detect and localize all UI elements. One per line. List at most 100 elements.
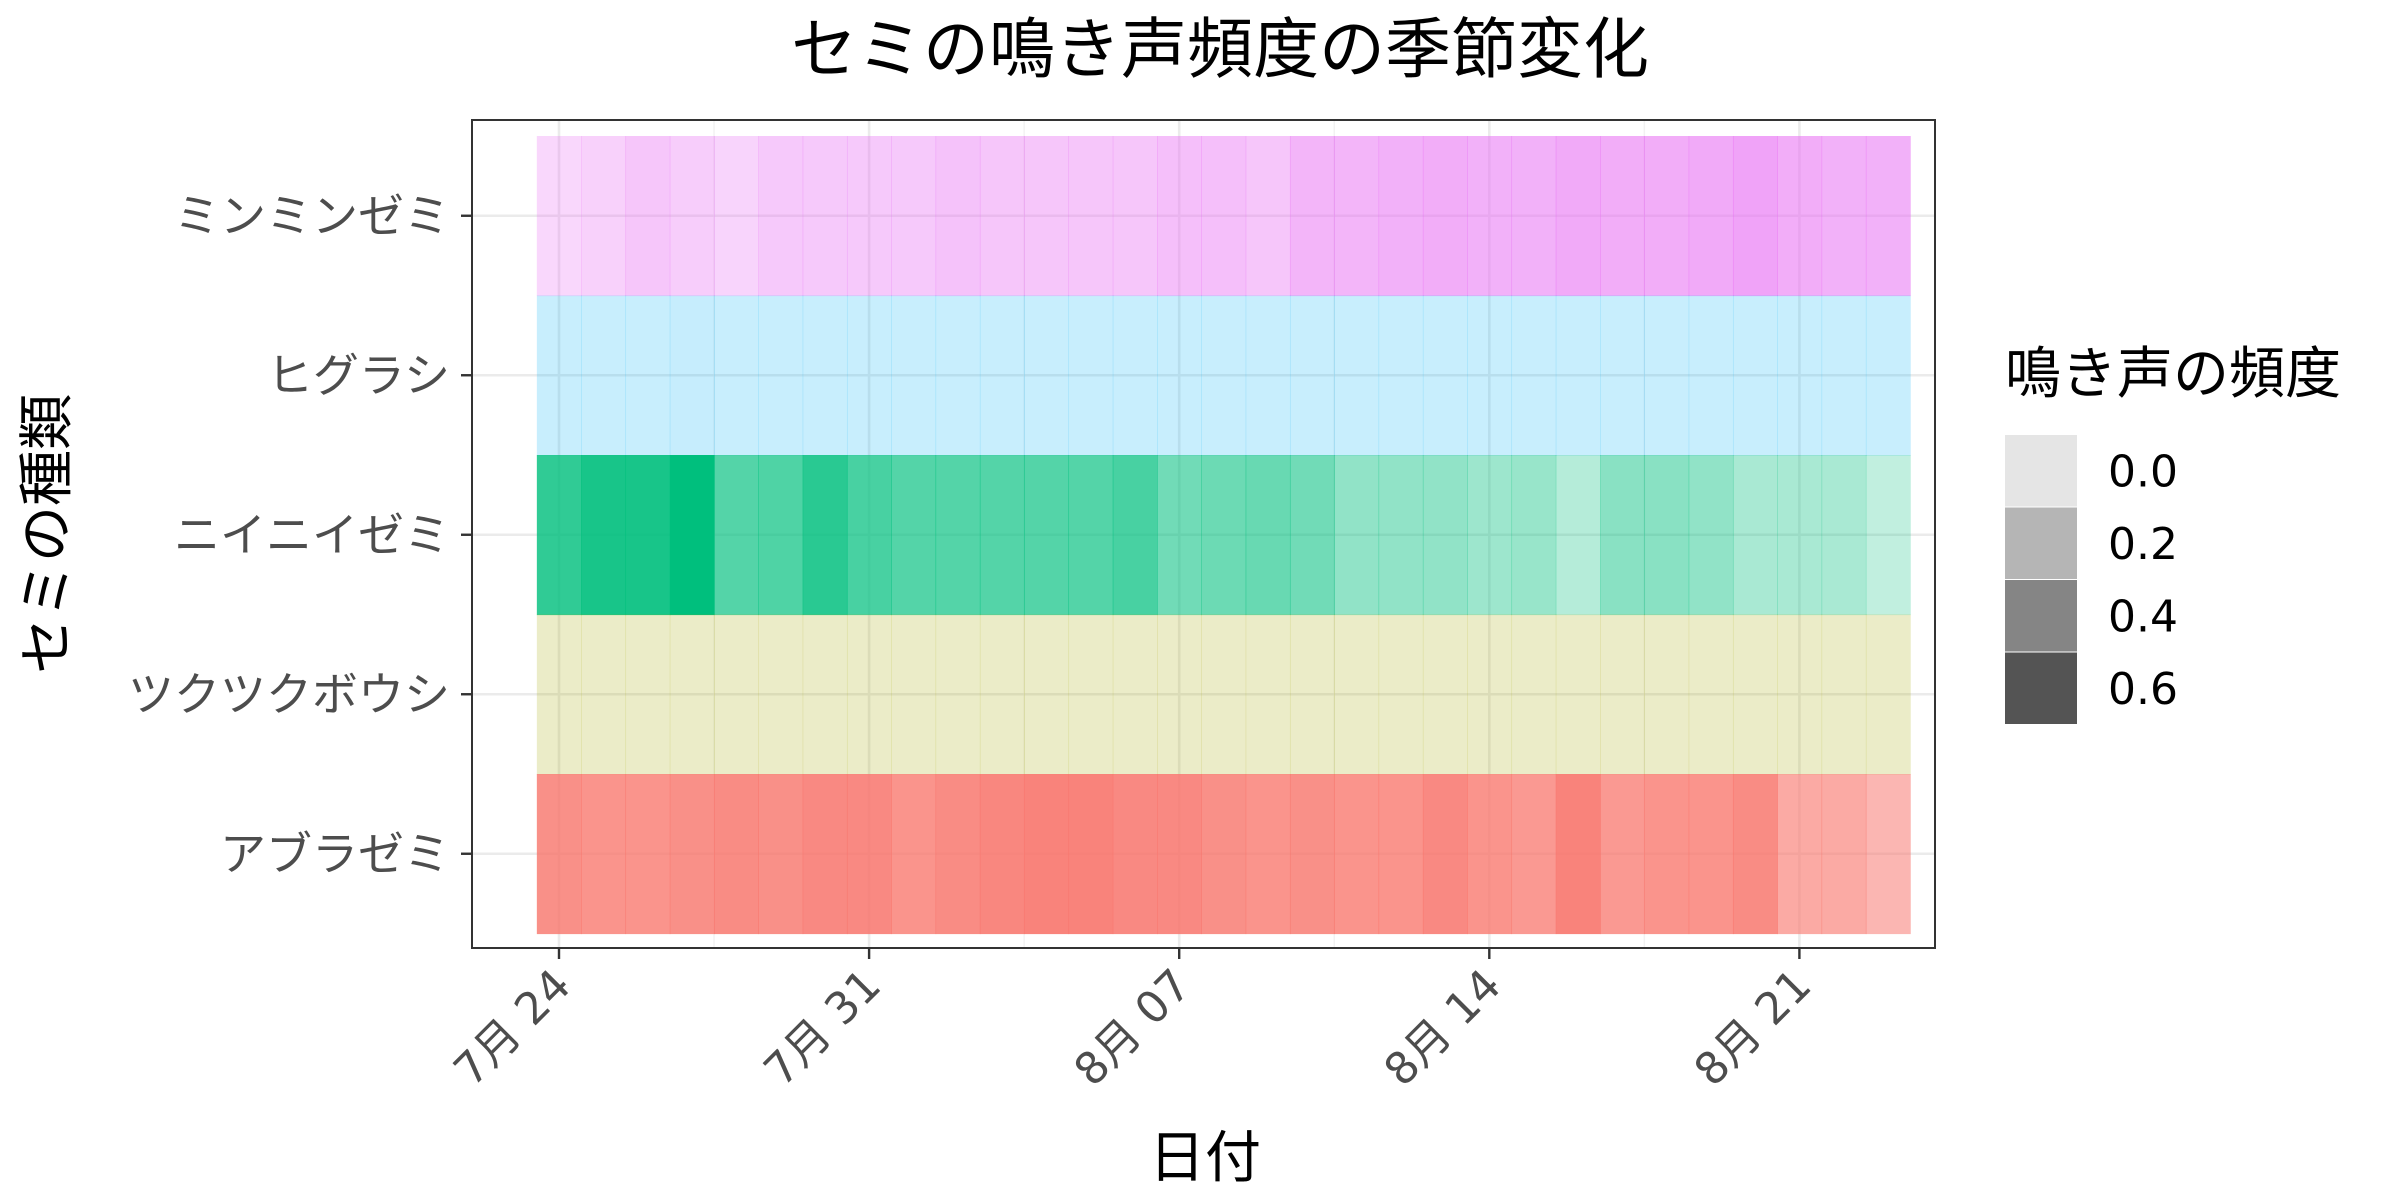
x-tick-label: 8月 21: [1685, 960, 1821, 1096]
heatmap-tile: [1068, 136, 1114, 297]
heatmap-tile: [1157, 136, 1202, 297]
heatmap-tile: [1865, 136, 1911, 297]
heatmap-tile: [891, 455, 937, 616]
heatmap-tile: [1644, 455, 1690, 616]
heatmap-tile: [1865, 614, 1911, 775]
heatmap-tile: [802, 614, 848, 775]
heatmap-tile: [935, 774, 981, 935]
heatmap-tile: [979, 614, 1025, 775]
heatmap-tile: [714, 455, 759, 616]
heatmap-tile: [1289, 455, 1335, 616]
heatmap-tile: [846, 774, 892, 935]
heatmap-tile: [1600, 455, 1645, 616]
heatmap-tile: [1201, 774, 1247, 935]
legend-key: [2005, 435, 2077, 507]
heatmap-tile: [625, 774, 671, 935]
y-tick-label: アブラゼミ: [220, 827, 450, 881]
heatmap-tile: [891, 614, 937, 775]
heatmap-tile: [1112, 136, 1158, 297]
heatmap-tile: [758, 455, 804, 616]
heatmap-tile: [669, 136, 715, 297]
heatmap-tile: [935, 136, 981, 297]
legend-label: 0.2: [2108, 519, 2178, 570]
heatmap-tile: [1777, 614, 1823, 775]
heatmap-tile: [846, 455, 892, 616]
heatmap-tile: [802, 774, 848, 935]
y-tick-label: ミンミンゼミ: [174, 189, 450, 243]
heatmap-tile: [1688, 614, 1734, 775]
heatmap-tile: [891, 136, 937, 297]
heatmap-tile: [1644, 136, 1690, 297]
heatmap-tile: [625, 136, 671, 297]
heatmap-tile: [1555, 295, 1601, 456]
heatmap-tile: [1644, 774, 1690, 935]
heatmap-tile: [1378, 136, 1424, 297]
heatmap-tile: [1422, 136, 1468, 297]
heatmap-tile: [1600, 614, 1645, 775]
heatmap-tile: [1068, 455, 1114, 616]
heatmap-tile: [846, 295, 892, 456]
heatmap-tile: [1467, 614, 1513, 775]
heatmap-tile: [1555, 455, 1601, 616]
heatmap-tile: [1688, 136, 1734, 297]
heatmap-tile: [1201, 455, 1247, 616]
heatmap-tile: [1821, 295, 1867, 456]
heatmap-tile: [1422, 455, 1468, 616]
heatmap-tile: [1422, 295, 1468, 456]
heatmap-tile: [1732, 136, 1778, 297]
heatmap-tile: [1732, 455, 1778, 616]
heatmap-tile: [1865, 455, 1911, 616]
heatmap-tile: [581, 774, 627, 935]
heatmap-tile: [1289, 614, 1335, 775]
legend-key: [2005, 580, 2077, 652]
heatmap-tile: [1334, 774, 1380, 935]
heatmap-tile: [1201, 614, 1247, 775]
heatmap-tile: [1245, 455, 1291, 616]
heatmap-tile: [669, 295, 715, 456]
heatmap-tile: [1865, 295, 1911, 456]
heatmap-tile: [1555, 774, 1601, 935]
legend-label: 0.4: [2108, 591, 2178, 642]
legend-key-bg: [2005, 435, 2077, 508]
heatmap-tile: [714, 295, 759, 456]
heatmap-tile: [1821, 774, 1867, 935]
heatmap-tile: [1068, 614, 1114, 775]
heatmap-tile: [536, 136, 582, 297]
heatmap-tile: [669, 614, 715, 775]
heatmap-tile: [714, 774, 759, 935]
heatmap-tile: [1511, 136, 1557, 297]
x-tick-label: 8月 07: [1065, 960, 1201, 1096]
heatmap-tile: [758, 614, 804, 775]
y-tick-label: ヒグラシ: [267, 348, 450, 402]
heatmap-tile: [1467, 136, 1513, 297]
heatmap-tile: [979, 295, 1025, 456]
heatmap-tile: [1289, 295, 1335, 456]
heatmap-tile: [758, 295, 804, 456]
x-axis-title: 日付: [1149, 1126, 1261, 1191]
heatmap-tile: [714, 614, 759, 775]
heatmap-tile: [979, 774, 1025, 935]
heatmap-tile: [979, 455, 1025, 616]
heatmap-tile: [669, 774, 715, 935]
heatmap-tile: [669, 455, 715, 616]
heatmap-tile: [1777, 774, 1823, 935]
heatmap-tile: [625, 455, 671, 616]
heatmap-tile: [1467, 455, 1513, 616]
chart-title: セミの鳴き声頻度の季節変化: [791, 11, 1649, 88]
legend-key-bg: [2005, 580, 2077, 653]
heatmap-tile: [846, 136, 892, 297]
legend-keys: 0.0 0.2 0.4 0.6: [2005, 435, 2178, 725]
heatmap-tile: [1112, 614, 1158, 775]
heatmap-tile: [1068, 774, 1114, 935]
heatmap-tile: [1245, 295, 1291, 456]
heatmap-tile: [581, 295, 627, 456]
heatmap-tile: [1378, 614, 1424, 775]
heatmap-tile: [846, 614, 892, 775]
heatmap-tile: [1600, 774, 1645, 935]
heatmap-tile: [1688, 774, 1734, 935]
heatmap-tile: [802, 455, 848, 616]
heatmap-tile: [1334, 136, 1380, 297]
heatmap-tile: [1334, 455, 1380, 616]
heatmap-tile: [1112, 295, 1158, 456]
